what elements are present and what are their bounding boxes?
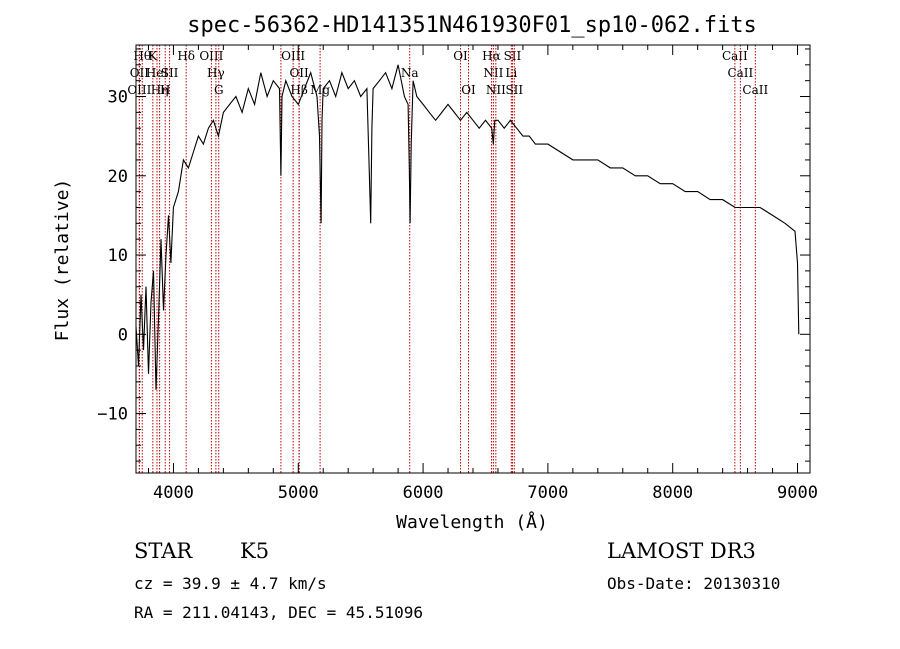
y-tick-label-10: 10 [108,246,128,266]
redshift-cz: cz = 39.9 ± 4.7 km/s [134,574,327,593]
line-label-26: CaII [722,49,748,63]
line-label-16: Mg [310,83,330,97]
plot-frame [135,44,811,474]
y-tick-label-20: 20 [108,167,128,187]
line-label-3: K [148,49,158,63]
chart-title: spec-56362-HD141351N461930F01_sp10-062.f… [187,13,757,38]
observation-date: Obs-Date: 20130310 [607,574,781,593]
line-label-25: SII [505,83,523,97]
line-label-21: NII [483,66,503,80]
y-tick-label--10: −10 [97,405,128,425]
line-label-11: G [214,83,224,97]
line-label-18: OI [453,49,468,63]
axis-ticks: 4000 5000 6000 7000 8000 9000 −10 0 10 20 30 [97,45,818,503]
line-label-28: CaII [742,83,768,97]
x-tick-label-6000: 6000 [403,483,444,503]
line-label-4: HeI [146,66,169,80]
ra-dec-coordinates: RA = 211.04143, DEC = 45.51096 [134,603,423,622]
line-label-27: CaII [727,66,753,80]
object-class: STAR [134,539,193,563]
x-axis-label: Wavelength (Å) [396,511,548,533]
x-tick-label-5000: 5000 [278,483,319,503]
x-tick-label-8000: 8000 [652,483,693,503]
x-tick-label-7000: 7000 [527,483,568,503]
line-label-5: Hη [151,83,169,97]
line-label-8: Hδ [177,49,195,63]
x-tick-label-9000: 9000 [777,483,818,503]
line-label-19: OI [461,83,476,97]
spectral-subclass: K5 [240,539,270,563]
line-label-23: Li [505,66,517,80]
y-tick-label-30: 30 [108,88,128,108]
line-label-0: Hθ [133,49,151,63]
survey-name: LAMOST DR3 [607,539,756,563]
x-tick-label-4000: 4000 [153,483,194,503]
y-tick-label-0: 0 [118,325,128,345]
line-label-20: Hα [482,49,501,63]
line-label-10: Hγ [207,66,225,80]
line-label-9: OIII [199,49,223,63]
line-label-22: NII [486,83,506,97]
line-label-13: OIII [281,49,305,63]
spectrum-line [135,64,800,390]
line-label-7: SII [161,66,179,80]
line-label-6: H [160,83,170,97]
line-label-17: Na [401,66,419,80]
line-label-2: OIII [127,83,151,97]
line-label-24: SII [504,49,522,63]
y-axis-label: Flux (relative) [52,179,73,342]
line-label-15: Hβ [290,83,307,97]
